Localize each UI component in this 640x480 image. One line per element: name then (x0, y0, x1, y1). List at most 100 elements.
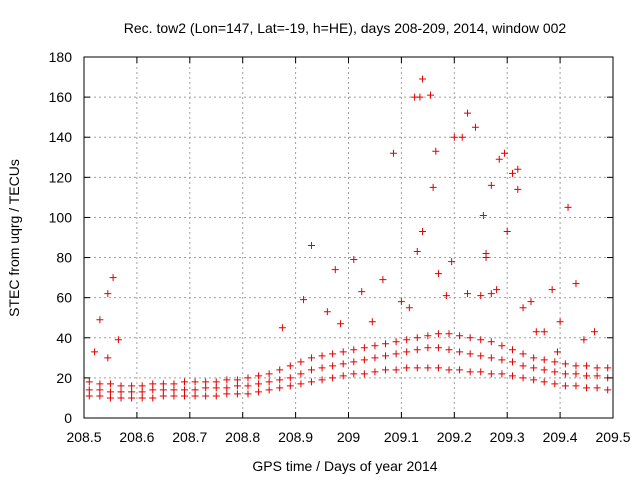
data-point (212, 384, 220, 392)
data-point (432, 147, 440, 155)
y-tick-label: 20 (56, 370, 72, 386)
x-tick-labels: 208.5 208.6 208.7 208.8 208.9 209 209.1 209.2 20… (66, 429, 630, 445)
data-point (551, 358, 559, 366)
data-point (96, 380, 104, 388)
data-point (85, 386, 93, 394)
data-point (212, 378, 220, 386)
data-point (104, 290, 112, 298)
data-point (456, 348, 464, 356)
data-point (323, 308, 331, 316)
data-point (482, 254, 490, 262)
data-point (487, 338, 495, 346)
data-point (572, 280, 580, 288)
data-point (572, 362, 580, 370)
data-point (128, 388, 136, 396)
data-point (276, 376, 284, 384)
data-point (170, 392, 178, 400)
data-point (389, 149, 397, 157)
data-point (191, 392, 199, 400)
data-point (149, 394, 157, 402)
data-point (233, 382, 241, 390)
data-point (117, 382, 125, 390)
data-point (424, 364, 432, 372)
data-point (350, 256, 358, 264)
data-point (445, 366, 453, 374)
data-point (583, 384, 591, 392)
data-point (434, 364, 442, 372)
data-point (551, 368, 559, 376)
data-point (96, 316, 104, 324)
data-point (382, 340, 390, 348)
data-point (426, 91, 434, 99)
x-tick-label: 208.5 (66, 429, 101, 445)
data-point (170, 380, 178, 388)
data-point (466, 350, 474, 358)
data-point (593, 364, 601, 372)
data-point (487, 290, 495, 298)
data-point (583, 362, 591, 370)
data-point (527, 298, 535, 306)
x-tick-label: 208.8 (225, 429, 260, 445)
data-point (265, 370, 273, 378)
y-tick-labels: 0 20 40 60 80 100 120 140 160 180 (49, 49, 73, 426)
data-point (456, 332, 464, 340)
data-point (413, 364, 421, 372)
data-point (307, 366, 315, 374)
data-point (508, 169, 516, 177)
data-point (329, 350, 337, 358)
data-point (519, 374, 527, 382)
data-point (181, 392, 189, 400)
data-point (564, 203, 572, 211)
data-point (392, 338, 400, 346)
data-point (503, 227, 511, 235)
data-point (466, 334, 474, 342)
data-point (456, 366, 464, 374)
data-point (159, 386, 167, 394)
data-point (358, 288, 366, 296)
data-point (501, 149, 509, 157)
data-point (405, 304, 413, 312)
data-point (572, 370, 580, 378)
data-point (413, 334, 421, 342)
data-point (493, 286, 501, 294)
data-point (464, 109, 472, 117)
data-point (318, 352, 326, 360)
data-point (429, 183, 437, 191)
data-point (300, 296, 308, 304)
y-axis-label: STEC from uqrg / TECUs (6, 159, 22, 317)
data-point (286, 362, 294, 370)
data-point (329, 362, 337, 370)
y-tick-label: 140 (49, 129, 73, 145)
data-point (477, 368, 485, 376)
data-point (442, 292, 450, 300)
data-point (519, 350, 527, 358)
data-point (450, 133, 458, 141)
data-point (265, 386, 273, 394)
data-point (114, 336, 122, 344)
data-point (477, 336, 485, 344)
data-point (445, 330, 453, 338)
data-point (265, 378, 273, 386)
x-tick-label: 209.5 (595, 429, 630, 445)
data-point (350, 358, 358, 366)
data-point (519, 304, 527, 312)
data-point (106, 388, 114, 396)
data-point (286, 374, 294, 382)
data-point (223, 384, 231, 392)
x-tick-label: 209.4 (543, 429, 578, 445)
y-tick-label: 160 (49, 89, 73, 105)
data-point (434, 330, 442, 338)
data-point (487, 370, 495, 378)
data-point (244, 374, 252, 382)
data-point (278, 324, 286, 332)
data-point (604, 364, 612, 372)
data-point (181, 378, 189, 386)
data-point (360, 356, 368, 364)
data-point (464, 290, 472, 298)
data-point (91, 348, 99, 356)
data-point (138, 388, 146, 396)
data-point (360, 370, 368, 378)
data-point (297, 370, 305, 378)
data-point (487, 181, 495, 189)
x-tick-label: 209.2 (437, 429, 472, 445)
